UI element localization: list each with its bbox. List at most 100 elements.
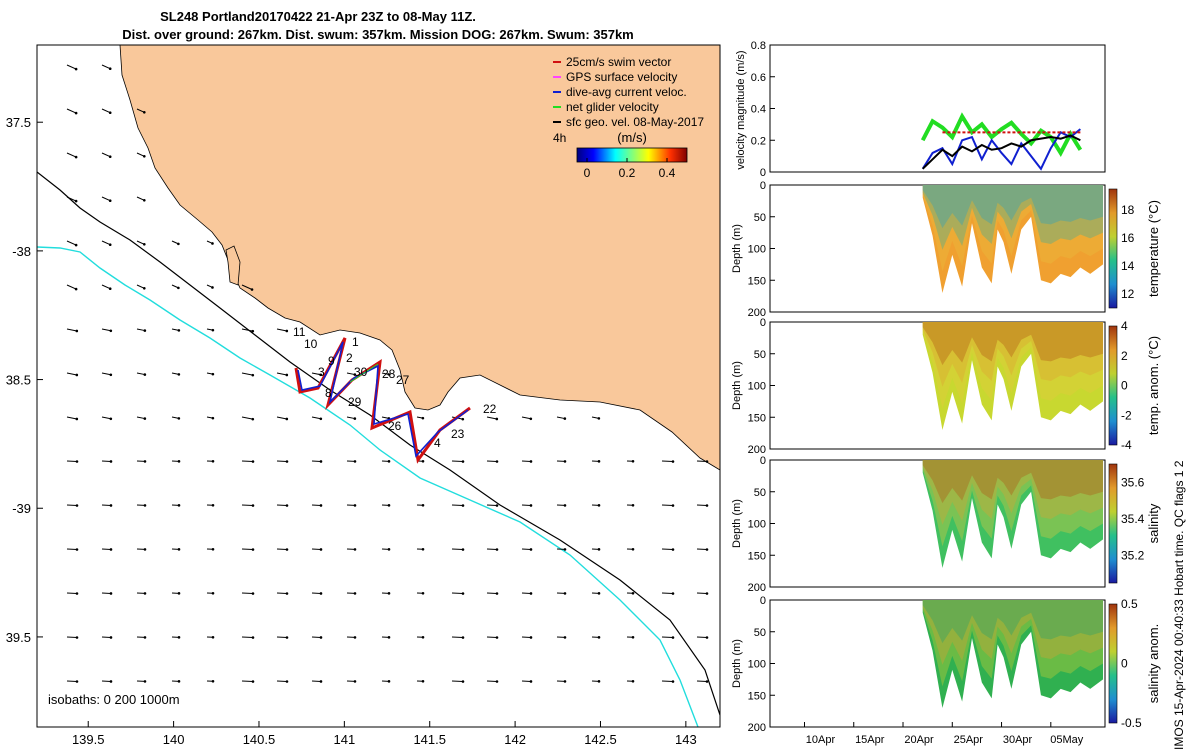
current-arrow [241,416,253,420]
current-arrow-head [705,548,709,551]
heatmap-band [922,460,1104,525]
current-arrow [241,328,253,332]
velocity-ytick-label: 0.6 [751,72,766,84]
current-arrow-head [631,635,635,639]
heatmap-ytick-label: 50 [754,627,766,639]
velocity-ytick-label: 0.8 [751,40,766,52]
current-arrow-head [529,548,533,551]
current-arrow [66,108,77,114]
current-arrow [661,504,674,507]
heatmap-colorbar [1108,463,1118,584]
current-arrow-head [142,242,146,246]
current-arrow-head [387,680,391,683]
current-arrow-head [421,591,425,595]
current-arrow [101,196,111,202]
colorbar-tick-label: 0.2 [619,166,636,180]
waypoint-label: 29 [348,395,362,409]
date-tick-label: 05May [1050,734,1084,746]
heatmap-band [922,460,1104,547]
current-arrow-head [211,242,214,245]
map-ytick-label: -38 [12,244,31,259]
heatmap-field [922,185,1104,293]
map-ytick-label: 38.5 [6,373,31,388]
current-arrow-head [251,680,255,683]
heatmap-ytick-label: 100 [748,519,766,531]
current-arrow-head [211,286,214,289]
current-arrow [66,328,77,332]
current-arrow-head [143,460,147,463]
heatmap-panel: 0 50 100 150 200 Depth (m) -0.5 0 0.5 salinity an… [731,595,1161,734]
heatmap-field [922,460,1104,568]
velocity-panel: velocity magnitude (m/s) 0 0.2 0.4 0.6 0.8 [735,40,1106,179]
heatmap-ytick-label: 200 [748,444,766,456]
current-arrow [101,284,111,290]
current-arrow [451,460,464,463]
current-arrow [241,460,254,463]
current-arrow-head [108,199,112,202]
current-arrow [66,196,77,202]
current-arrow-head [211,372,215,376]
current-arrow-head [177,417,181,420]
current-arrow-head [319,592,323,595]
current-arrow-head [211,679,215,683]
heatmap-panel: 0 50 100 150 200 Depth (m) 35.2 35.4 35.6salinit… [731,455,1161,594]
current-arrow-head [671,592,675,595]
current-arrow-head [177,548,181,551]
current-arrow-head [387,548,391,551]
current-arrow-head [495,680,499,683]
current-arrow-head [285,460,289,463]
current-arrow-head [143,417,147,420]
colorbar-side-label: 4h [553,131,566,145]
heatmap-ytick-label: 150 [748,550,766,562]
current-arrow-head [495,504,499,507]
current-arrow-head [671,460,675,463]
title-line-2: Dist. over ground: 267km. Dist. swum: 35… [122,27,634,42]
current-arrow-head [108,67,112,70]
side-note: IMOS 15-Apr-2024 00:40:33 Hobart time. Q… [1172,460,1186,750]
current-arrow-head [285,636,289,639]
heatmap-colorbar [1108,188,1118,309]
current-arrow-head [142,286,146,290]
map-ytick-label: 37.5 [6,115,31,130]
map-xtick-label: 143 [675,732,697,747]
current-arrow-head [461,504,465,507]
current-arrow [101,372,111,376]
current-arrow-head [319,636,323,639]
current-arrow [241,284,253,290]
current-arrow-head [285,680,289,683]
current-arrow-head [142,198,146,202]
current-arrow [451,680,464,683]
current-arrow-head [387,636,391,639]
current-arrow-head [285,504,289,507]
current-arrow-head [671,680,675,683]
current-arrow [661,548,674,551]
current-arrow-head [109,504,113,507]
current-arrow-head [251,548,255,551]
current-arrow-head [671,636,675,639]
velocity-series-line [921,128,1081,171]
colorbar-tick-label: 0 [1121,657,1128,671]
current-arrow-head [251,373,255,377]
current-arrow [311,416,321,420]
heatmap-ylabel: Depth (m) [731,361,743,410]
current-arrow-head [108,111,112,114]
current-arrow [486,416,497,420]
heatmap-ytick-label: 0 [760,317,766,329]
current-arrow-head [461,636,465,639]
current-arrow [521,416,531,420]
heatmap-colorbar [1108,603,1118,724]
current-arrow [451,548,464,551]
heatmap-field [922,322,1104,430]
waypoint-label: 26 [388,419,402,433]
current-arrow-head [495,417,499,421]
current-arrow-head [109,329,113,333]
map-ytick-label: 39.5 [6,630,31,645]
current-arrow-head [142,154,146,158]
current-arrow-head [461,680,465,683]
heatmap-ytick-label: 150 [748,412,766,424]
current-arrow [66,240,77,246]
current-arrow [311,372,321,376]
date-tick-label: 20Apr [904,734,934,746]
current-arrow-head [353,548,357,551]
